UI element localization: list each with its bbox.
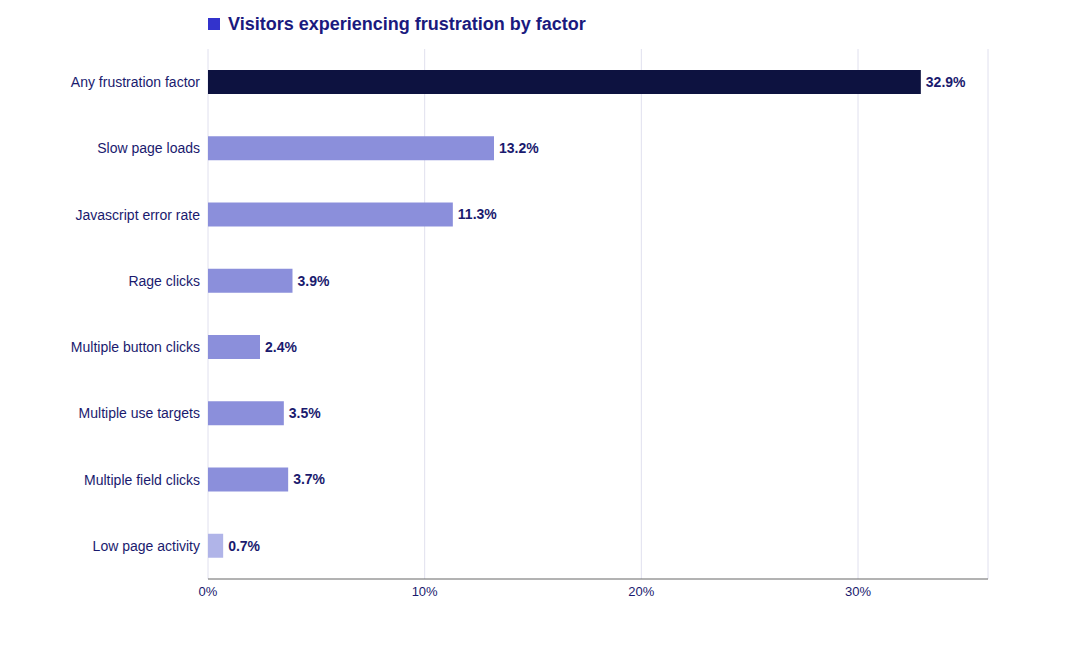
svg-text:Multiple button clicks: Multiple button clicks bbox=[71, 339, 200, 355]
html-text:Visitors experiencing frustrat: Visitors experiencing frustration by fac… bbox=[228, 14, 586, 34]
svg-text:32.9%: 32.9% bbox=[926, 74, 966, 90]
svg-text:13.2%: 13.2% bbox=[499, 140, 539, 156]
svg-text:0%: 0% bbox=[199, 584, 218, 599]
svg-text:3.5%: 3.5% bbox=[289, 405, 321, 421]
svg-text:Rage clicks: Rage clicks bbox=[128, 273, 200, 289]
svg-text:Low page activity: Low page activity bbox=[93, 538, 200, 554]
svg-text:3.9%: 3.9% bbox=[298, 273, 330, 289]
svg-text:20%: 20% bbox=[628, 584, 654, 599]
svg-text:Multiple use targets: Multiple use targets bbox=[79, 405, 200, 421]
svg-text:3.7%: 3.7% bbox=[293, 471, 325, 487]
svg-text:Slow page loads: Slow page loads bbox=[97, 140, 200, 156]
svg-text:0.7%: 0.7% bbox=[228, 538, 260, 554]
svg-text:2.4%: 2.4% bbox=[265, 339, 297, 355]
svg-text:Multiple field clicks: Multiple field clicks bbox=[84, 472, 200, 488]
svg-text:10%: 10% bbox=[412, 584, 438, 599]
svg-text:Any frustration factor: Any frustration factor bbox=[71, 74, 201, 90]
svg-text:Javascript error rate: Javascript error rate bbox=[76, 207, 201, 223]
svg-text:11.3%: 11.3% bbox=[458, 206, 497, 222]
svg-text:30%: 30% bbox=[845, 584, 871, 599]
